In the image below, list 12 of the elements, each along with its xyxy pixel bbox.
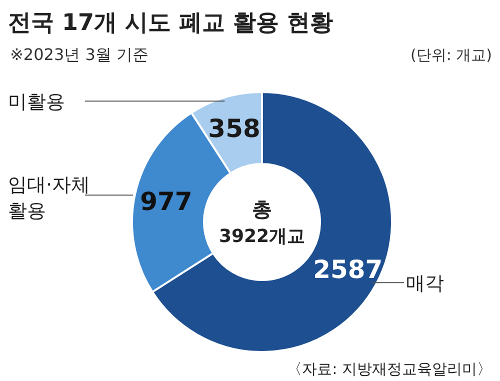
- slice-label: 임대·자체 활용: [8, 174, 90, 222]
- text: (단위: 개교): [410, 46, 492, 64]
- data-label: 977: [140, 187, 192, 216]
- chart-subtitle: ※2023년 3월 기준: [10, 45, 148, 64]
- text: 총: [252, 197, 272, 221]
- slice-label: 매각: [406, 272, 444, 295]
- data-label: 358: [208, 114, 260, 143]
- text: 3922개교: [218, 226, 306, 247]
- slice-label: 미활용: [8, 91, 65, 114]
- data-label: 2587: [313, 255, 383, 284]
- chart-title: 전국 17개 시도 폐교 활용 현황: [8, 10, 334, 36]
- text: 〈자료: 지방재정교육알리미〉: [287, 360, 492, 378]
